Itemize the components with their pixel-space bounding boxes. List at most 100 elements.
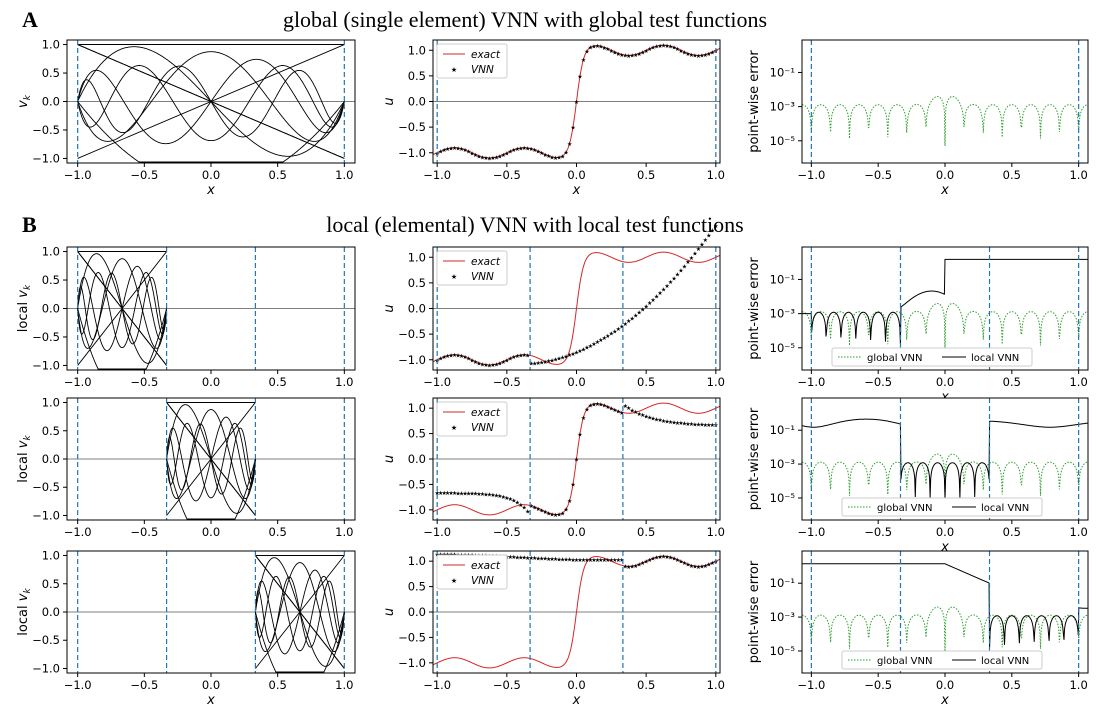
- y-tick-label: 10⁻³: [770, 100, 796, 114]
- vnn-point: ★: [689, 421, 694, 428]
- vnn-point: ★: [689, 255, 694, 262]
- vnn-point: ★: [497, 493, 502, 500]
- x-tick-label: 0.5: [269, 168, 287, 182]
- data-lines: [67, 251, 355, 370]
- y-axis-label: point-wise error: [747, 257, 762, 360]
- test-function-5: [254, 575, 345, 652]
- vnn-point: ★: [609, 331, 614, 338]
- vnn-point: ★: [602, 335, 607, 342]
- vnn-point: ★: [445, 353, 450, 360]
- y-tick-label: 0.5: [408, 427, 426, 441]
- y-tick-label: 1.0: [42, 38, 60, 52]
- vnn-point: ★: [616, 51, 621, 58]
- legend-local-label: local VNN: [971, 353, 1019, 364]
- vnn-point: ★: [685, 259, 690, 266]
- data-lines: [802, 258, 1088, 353]
- vnn-point: ★: [664, 554, 669, 561]
- vnn-point: ★: [546, 153, 551, 160]
- vnn-point: ★: [483, 362, 488, 369]
- vnn-point: ★: [588, 45, 593, 52]
- vnn-point: ★: [598, 557, 603, 564]
- x-tick-label: 0.5: [637, 525, 655, 539]
- vnn-point: ★: [710, 422, 715, 429]
- vnn-point: ★: [459, 490, 464, 497]
- vnn-point: ★: [570, 351, 575, 358]
- vnn-point: ★: [595, 43, 600, 50]
- vnn-point: ★: [494, 492, 499, 499]
- legend-exact-label: exact: [471, 49, 501, 61]
- vnn-point: ★: [532, 504, 537, 511]
- vnn-point: ★: [636, 411, 641, 418]
- vnn-point: ★: [567, 498, 572, 505]
- vnn-point: ★: [619, 52, 624, 59]
- vnn-point: ★: [605, 404, 610, 411]
- vnn-point: ★: [445, 490, 450, 497]
- vnn-point: ★: [595, 557, 600, 564]
- y-tick-label: −1.0: [398, 656, 426, 670]
- y-tick-label: 10⁻¹: [770, 423, 795, 437]
- vnn-point: ★: [438, 356, 443, 363]
- y-tick-label: 1.0: [408, 43, 426, 57]
- x-tick-label: 0.5: [637, 375, 655, 389]
- vnn-point: ★: [574, 99, 579, 106]
- vnn-point: ★: [591, 43, 596, 50]
- y-tick-label: −0.5: [398, 120, 426, 134]
- vnn-point: ★: [515, 353, 520, 360]
- vnn-point: ★: [710, 228, 715, 235]
- y-tick-label: −0.5: [32, 123, 60, 137]
- vnn-point: ★: [605, 333, 610, 340]
- subplot-A2: ★★★★★★★★★★★★★★★★★★★★★★★★★★★★★★★★★★★★★★★★…: [382, 39, 725, 198]
- vnn-point: ★: [598, 337, 603, 344]
- legend-vnn-swatch: ★: [451, 273, 457, 281]
- vnn-point: ★: [476, 491, 481, 498]
- y-axis-label: local vk: [16, 435, 33, 483]
- vnn-point: ★: [692, 564, 697, 571]
- vnn-point: ★: [664, 418, 669, 425]
- vnn-point: ★: [549, 511, 554, 518]
- vnn-point: ★: [508, 356, 513, 363]
- vnn-point: ★: [462, 147, 467, 154]
- vnn-point: ★: [682, 560, 687, 567]
- y-tick-label: −1.0: [398, 503, 426, 517]
- vnn-point: ★: [682, 49, 687, 56]
- legend-box: [436, 401, 508, 437]
- vnn-point: ★: [563, 150, 568, 157]
- x-tick-label: 1.0: [707, 525, 725, 539]
- vnn-point: ★: [494, 154, 499, 161]
- vnn-point: ★: [483, 155, 488, 162]
- vnn-point: ★: [595, 339, 600, 346]
- vnn-point: ★: [703, 237, 708, 244]
- y-tick-label: 0.5: [408, 276, 426, 290]
- vnn-point: ★: [553, 155, 558, 162]
- x-tick-label: −0.5: [130, 168, 158, 182]
- data-lines: [67, 44, 355, 163]
- vnn-point: ★: [525, 145, 530, 152]
- x-tick-label: −0.5: [130, 678, 158, 692]
- vnn-point: ★: [675, 420, 680, 427]
- y-tick-label: 0.5: [42, 273, 60, 287]
- x-axis-label: x: [572, 183, 581, 198]
- vnn-point: ★: [525, 508, 530, 515]
- vnn-point: ★: [685, 51, 690, 58]
- x-tick-label: 0.0: [567, 168, 585, 182]
- y-tick-label: 10⁻⁵: [770, 341, 796, 355]
- vnn-point: ★: [703, 52, 708, 59]
- y-tick-label: −0.5: [398, 477, 426, 491]
- vnn-point: ★: [647, 557, 652, 564]
- vnn-point: ★: [504, 150, 509, 157]
- vnn-point: ★: [692, 251, 697, 258]
- vnn-point: ★: [668, 279, 673, 286]
- vnn-point: ★: [661, 286, 666, 293]
- y-axis-label: u: [382, 304, 397, 312]
- x-tick-label: 1.0: [335, 678, 353, 692]
- vnn-point: ★: [675, 271, 680, 278]
- vnn-point: ★: [678, 420, 683, 427]
- vnn-point: ★: [581, 557, 586, 564]
- vnn-point: ★: [699, 422, 704, 429]
- vnn-point: ★: [699, 53, 704, 60]
- vnn-point: ★: [626, 564, 631, 571]
- vnn-point: ★: [640, 412, 645, 419]
- legend: global VNN local VNN: [841, 650, 1043, 670]
- x-tick-label: −1.0: [423, 168, 451, 182]
- vnn-point: ★: [657, 417, 662, 424]
